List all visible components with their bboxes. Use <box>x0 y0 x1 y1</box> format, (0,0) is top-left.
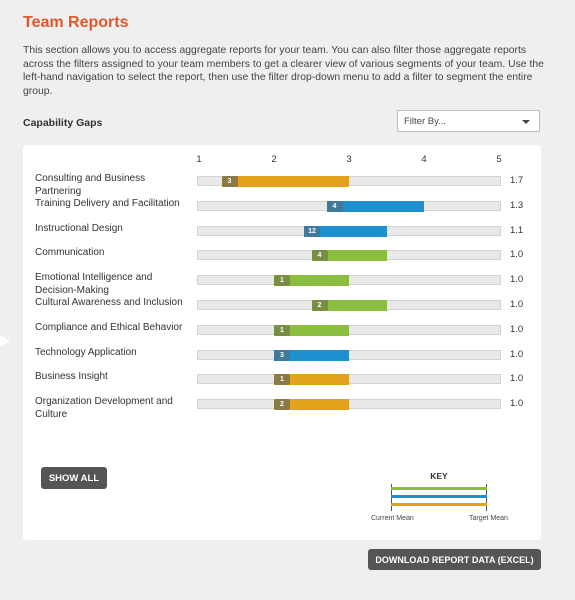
bar-track <box>197 176 501 186</box>
gap-value: 1.0 <box>510 323 524 335</box>
capability-row: Communication 4 1.0 <box>23 247 541 277</box>
gap-bar: 1 <box>274 275 349 287</box>
gap-value: 1.0 <box>510 249 524 261</box>
capability-label: Cultural Awareness and Inclusion <box>35 297 183 308</box>
capability-label: Instructional Design <box>35 222 123 234</box>
gap-value: 1.0 <box>510 348 524 360</box>
gap-value: 1.0 <box>510 373 524 385</box>
gap-value: 1.0 <box>510 299 524 310</box>
filter-dropdown[interactable]: Filter By... <box>397 110 540 132</box>
filter-selected-value: Filter By... <box>404 116 447 127</box>
show-all-button[interactable]: SHOW ALL <box>41 467 107 489</box>
capability-row: Compliance and Ethical Behavior 1 1.0 <box>23 322 541 352</box>
caret-down-icon <box>522 120 530 124</box>
capability-label: Communication <box>35 247 105 259</box>
gap-bar: 12 <box>304 225 387 237</box>
capability-label: Compliance and Ethical Behavior <box>35 321 183 333</box>
chart-key: KEY Current Mean Target Mean <box>369 471 509 531</box>
capability-label: Emotional Intelligence and Decision-Maki… <box>35 272 153 296</box>
respondent-count-badge: 1 <box>274 374 290 386</box>
gap-value: 1.3 <box>510 199 524 211</box>
bar-track <box>197 374 501 385</box>
capability-row: Organization Development and Culture 2 1.0 <box>23 396 541 426</box>
capability-row: Cultural Awareness and Inclusion 2 1.0 <box>23 297 541 327</box>
key-target-label: Target Mean <box>469 515 508 522</box>
gap-value: 1.0 <box>510 398 524 410</box>
capability-row: Training Delivery and Facilitation 4 1.3 <box>23 198 541 228</box>
x-tick-label: 1 <box>196 154 202 165</box>
bar-track <box>197 399 501 410</box>
respondent-count-badge: 2 <box>311 300 328 311</box>
gap-value: 1.1 <box>510 224 524 236</box>
capability-row: Instructional Design 12 1.1 <box>23 223 541 253</box>
respondent-count-badge: 1 <box>274 324 290 336</box>
respondent-count-badge: 4 <box>326 200 343 212</box>
key-title: KEY <box>430 471 448 481</box>
capability-label: Consulting and Business Partnering <box>35 173 146 197</box>
collapse-arrow-icon[interactable] <box>0 335 10 347</box>
gap-bar: 4 <box>311 250 387 262</box>
gap-bar: 3 <box>221 176 349 187</box>
capability-label: Organization Development and Culture <box>35 396 173 420</box>
gap-bar: 1 <box>274 324 349 336</box>
bar-track <box>197 324 501 335</box>
gap-bar: 2 <box>311 300 387 311</box>
x-tick-label: 5 <box>496 154 502 165</box>
capability-row: Emotional Intelligence and Decision-Maki… <box>23 272 541 302</box>
gap-value: 1.7 <box>510 175 524 186</box>
bar-track <box>197 349 501 360</box>
x-tick-label: 2 <box>271 154 277 165</box>
bar-track <box>197 275 501 286</box>
intro-text: This section allows you to access aggreg… <box>23 45 544 97</box>
section-heading: Capability Gaps <box>23 117 103 129</box>
key-current-label: Current Mean <box>371 515 414 522</box>
key-blue-line <box>391 495 487 498</box>
x-tick-label: 3 <box>346 154 352 165</box>
respondent-count-badge: 3 <box>274 349 290 361</box>
capability-row: Business Insight 1 1.0 <box>23 371 541 401</box>
respondent-count-badge: 12 <box>304 225 320 237</box>
gap-bar: 4 <box>326 200 424 212</box>
respondent-count-badge: 2 <box>274 399 290 411</box>
capability-label: Technology Application <box>35 346 137 358</box>
capability-row: Technology Application 3 1.0 <box>23 347 541 377</box>
respondent-count-badge: 1 <box>274 275 290 287</box>
gap-value: 1.0 <box>510 274 524 286</box>
key-green-line <box>391 487 487 490</box>
gap-bar: 2 <box>274 399 349 411</box>
respondent-count-badge: 3 <box>221 176 238 187</box>
key-orange-line <box>391 503 487 506</box>
gap-bar: 1 <box>274 374 349 386</box>
capability-row: Consulting and Business Partnering 3 1.7 <box>23 173 541 203</box>
download-report-button[interactable]: DOWNLOAD REPORT DATA (EXCEL) <box>368 549 541 570</box>
x-tick-label: 4 <box>421 154 427 165</box>
page-title: Team Reports <box>23 14 129 31</box>
gap-bar: 3 <box>274 349 349 361</box>
capability-label: Business Insight <box>35 371 108 383</box>
respondent-count-badge: 4 <box>311 250 328 262</box>
capability-label: Training Delivery and Facilitation <box>35 197 180 209</box>
